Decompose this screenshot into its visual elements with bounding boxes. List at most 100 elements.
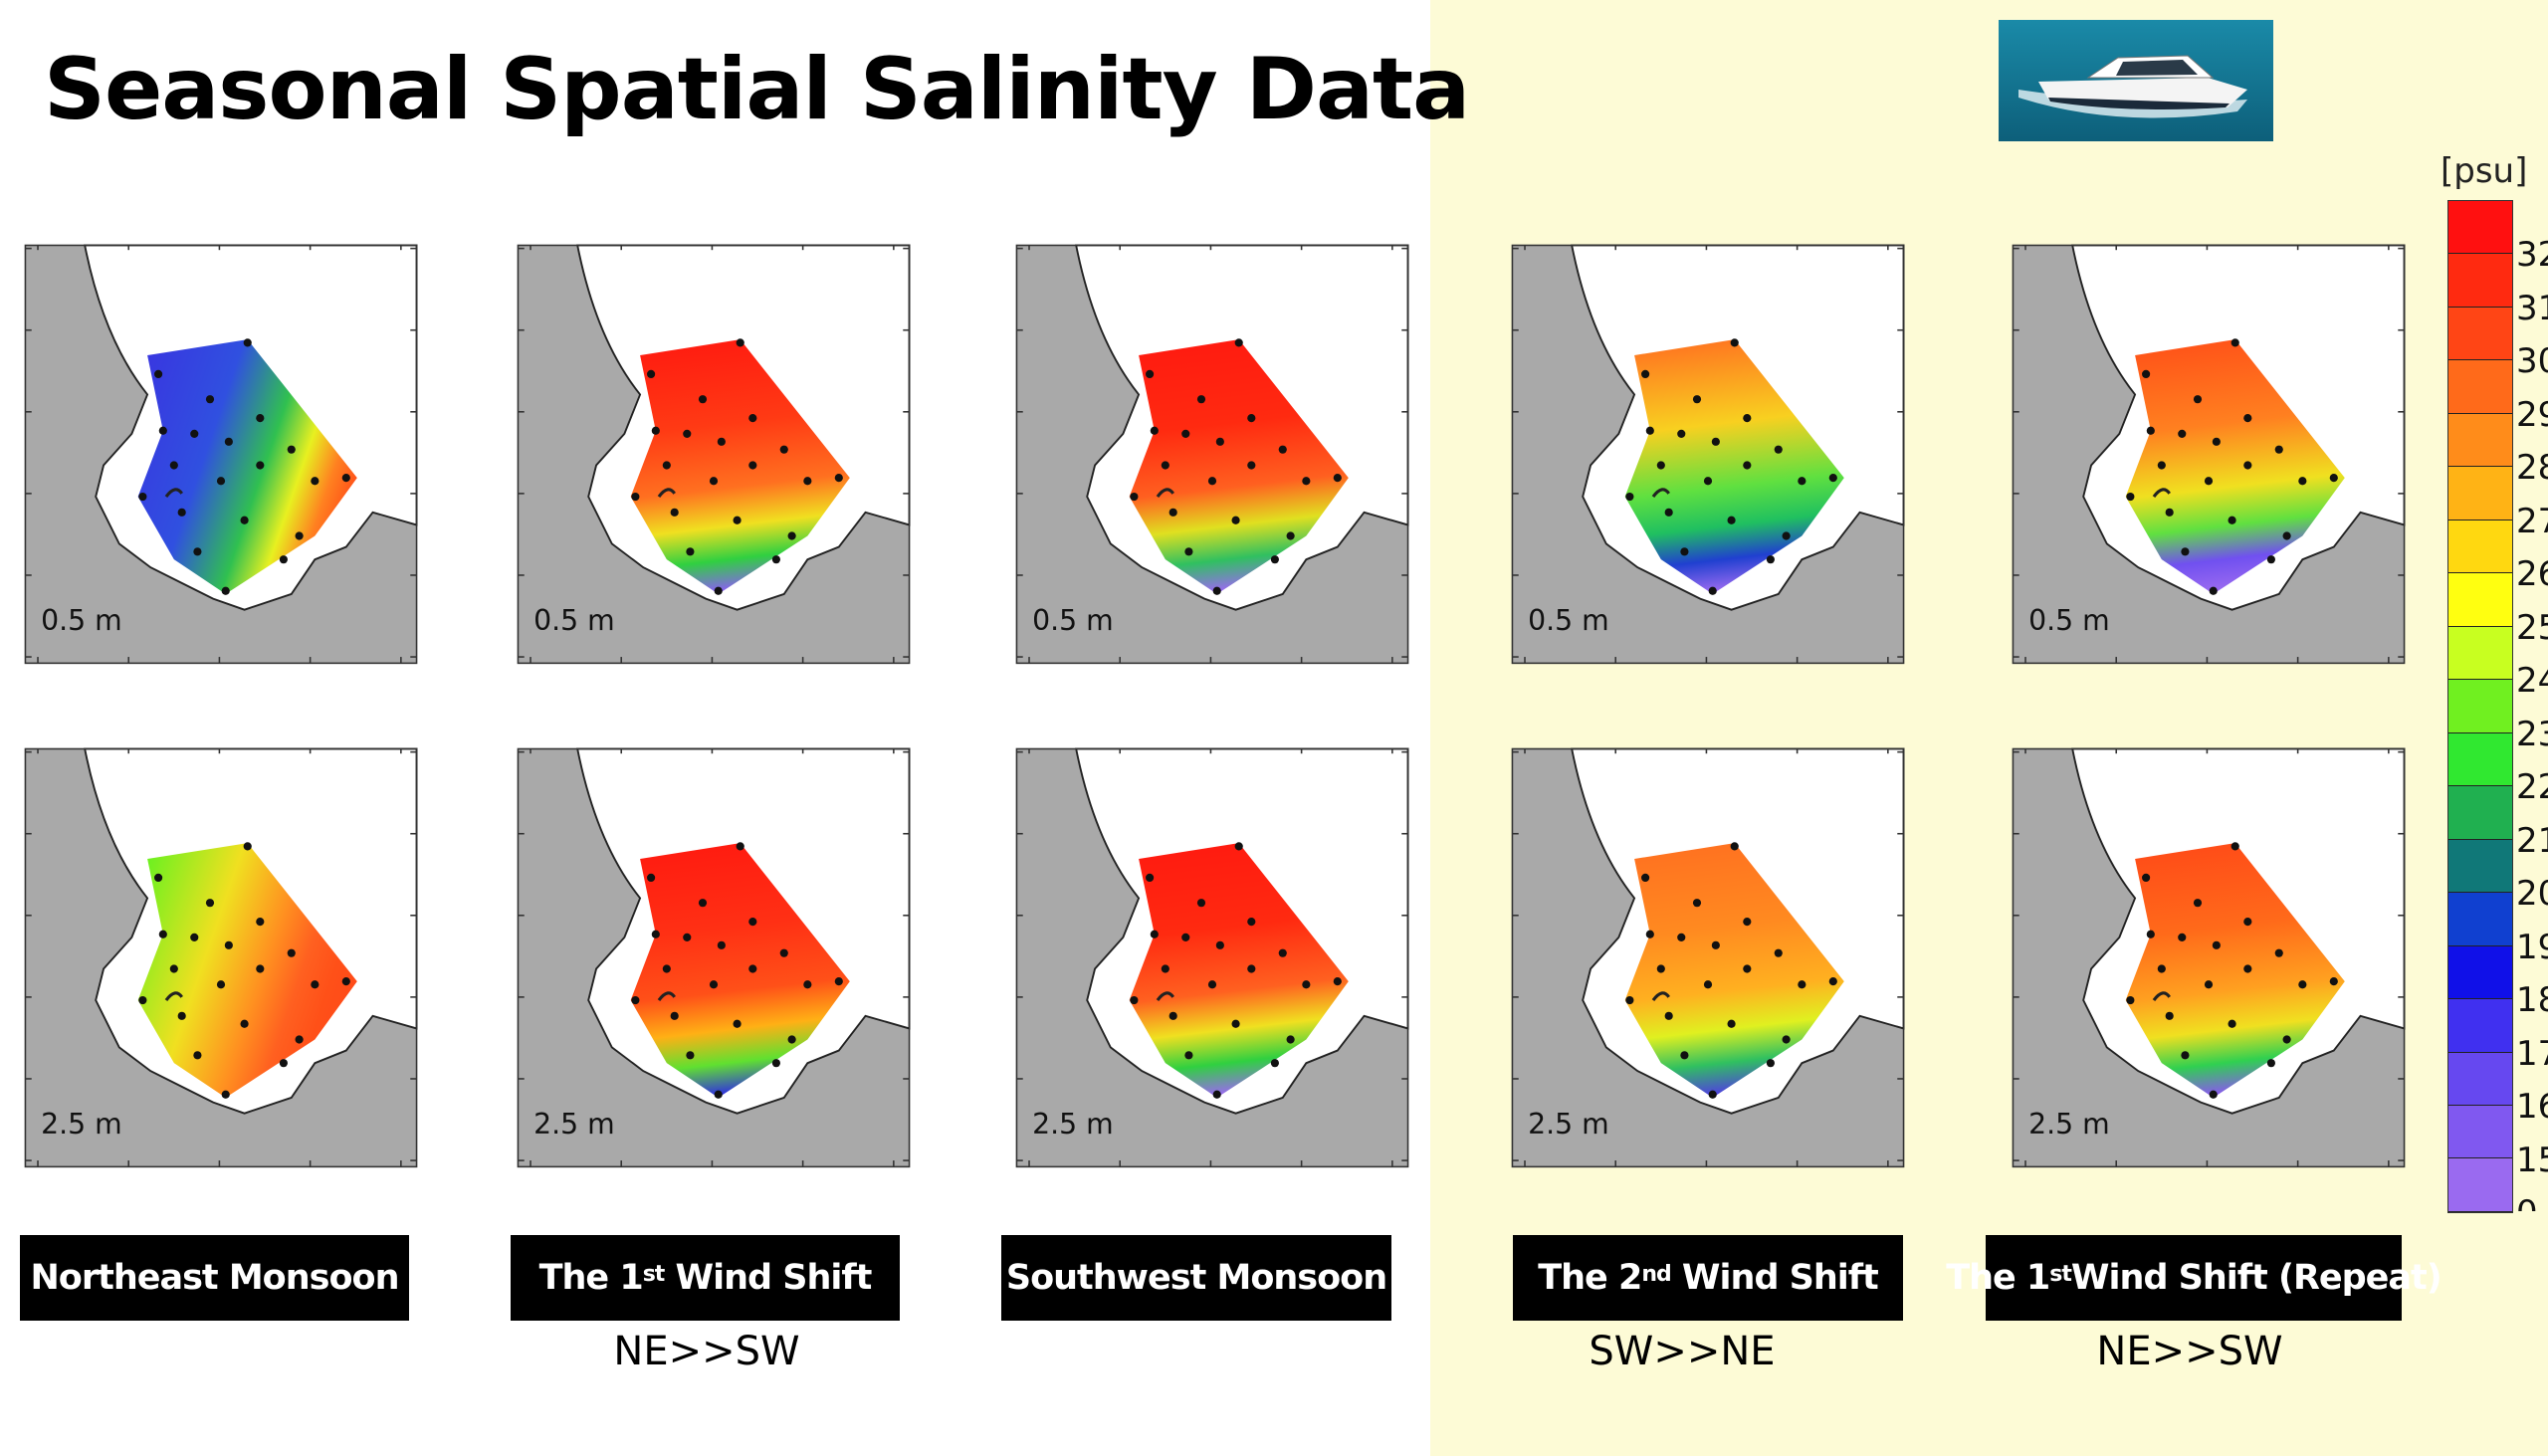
station-point [647,369,656,379]
station-point [1270,555,1279,564]
colorbar [2447,200,2513,1213]
station-point [1231,516,1240,524]
colorbar-tick-label: 0 [2516,1193,2538,1211]
ordinal-suffix: st [642,1261,666,1287]
station-point [2274,948,2283,957]
colorbar-tick-label: 28 [2516,448,2548,489]
station-point [2157,461,2166,470]
station-point [779,948,788,957]
colorbar-labels: 32 31 30 29 28 27 26 25 24 23 22 21 20 19 18 17 16 15 0 [2516,200,2548,1211]
station-point [193,1051,202,1060]
colorbar-tick-label: 25 [2516,607,2548,648]
station-point [1680,1051,1689,1060]
colorbar-segment [2448,413,2512,468]
colorbar-tick-label: 31 [2516,288,2548,328]
colorbar-segment [2448,520,2512,574]
station-point [1168,508,1177,517]
station-point [177,1011,186,1020]
station-point [1181,933,1190,942]
station-point [736,842,744,851]
station-point [787,531,796,540]
station-point [1743,964,1752,973]
station-point [1161,461,1169,470]
station-point [1664,508,1673,517]
colorbar-segment [2448,839,2512,894]
station-point [670,508,679,517]
season-label-rest: Wind Shift (Repeat) [2070,1258,2442,1298]
station-point [2178,933,2187,942]
station-point [670,1011,679,1020]
station-point [1727,516,1736,524]
station-point [1212,586,1221,595]
station-point [177,508,186,517]
station-point [256,918,265,927]
station-point [1828,976,1837,986]
season-label-text: Southwest Monsoon [1005,1258,1387,1298]
season-label-rest: Wind Shift [664,1258,873,1298]
salinity-contour-area [1129,339,1349,594]
station-point [158,930,167,938]
station-point [1278,948,1287,957]
station-point [2181,1051,2190,1060]
colorbar-segment [2448,786,2512,840]
station-point [803,477,812,486]
colorbar-segment [2448,999,2512,1053]
ordinal-suffix: st [2049,1261,2072,1287]
depth-label: 2.5 m [1032,1108,1114,1141]
station-point [2212,437,2221,446]
colorbar-segment [2448,626,2512,681]
colorbar-segment [2448,201,2512,255]
station-point [1766,555,1775,564]
station-point [1798,477,1806,486]
station-point [683,429,692,439]
season-label: Northeast Monsoon [20,1235,409,1321]
colorbar-segment [2448,467,2512,520]
station-point [287,445,296,454]
season-label: Southwest Monsoon [1001,1235,1391,1321]
station-point [1730,842,1739,851]
colorbar-tick-label: 18 [2516,980,2548,1021]
station-point [221,1090,230,1099]
station-point [1677,429,1686,439]
station-point [651,426,660,435]
station-point [205,899,215,908]
station-point [240,516,249,524]
station-point [2146,426,2155,435]
colorbar-tick-label: 26 [2516,554,2548,595]
station-point [771,555,780,564]
salinity-map: 2.5 m [1503,739,1913,1179]
depth-label: 0.5 m [41,604,122,637]
wind-direction-label: SW>>NE [1589,1329,1776,1374]
station-point [1247,918,1256,927]
station-point [717,437,726,446]
station-point [2298,980,2307,989]
station-point [647,873,656,883]
station-point [2274,445,2283,454]
station-point [2228,1019,2236,1028]
salinity-map: 0.5 m [2004,236,2414,676]
station-point [1798,980,1806,989]
station-point [2266,555,2275,564]
station-point [2142,369,2151,379]
station-point [1711,437,1720,446]
station-point [311,477,319,486]
station-point [1207,980,1217,989]
wind-direction-label: NE>>SW [2096,1329,2283,1374]
station-point [1656,964,1665,973]
salinity-contour-area [2125,843,2345,1098]
station-point [748,461,757,470]
station-point [1247,414,1256,423]
colorbar-segment [2448,1052,2512,1106]
station-point [2212,940,2221,949]
station-point [295,1035,304,1044]
station-point [1234,842,1243,851]
station-point [662,461,671,470]
station-point [1184,547,1193,556]
salinity-contour-area [137,339,357,594]
depth-label: 2.5 m [2028,1108,2110,1141]
station-point [1333,976,1342,986]
colorbar-unit: [psu] [2441,151,2528,191]
page-title: Seasonal Spatial Salinity Data [44,40,1470,139]
station-point [1625,995,1634,1005]
